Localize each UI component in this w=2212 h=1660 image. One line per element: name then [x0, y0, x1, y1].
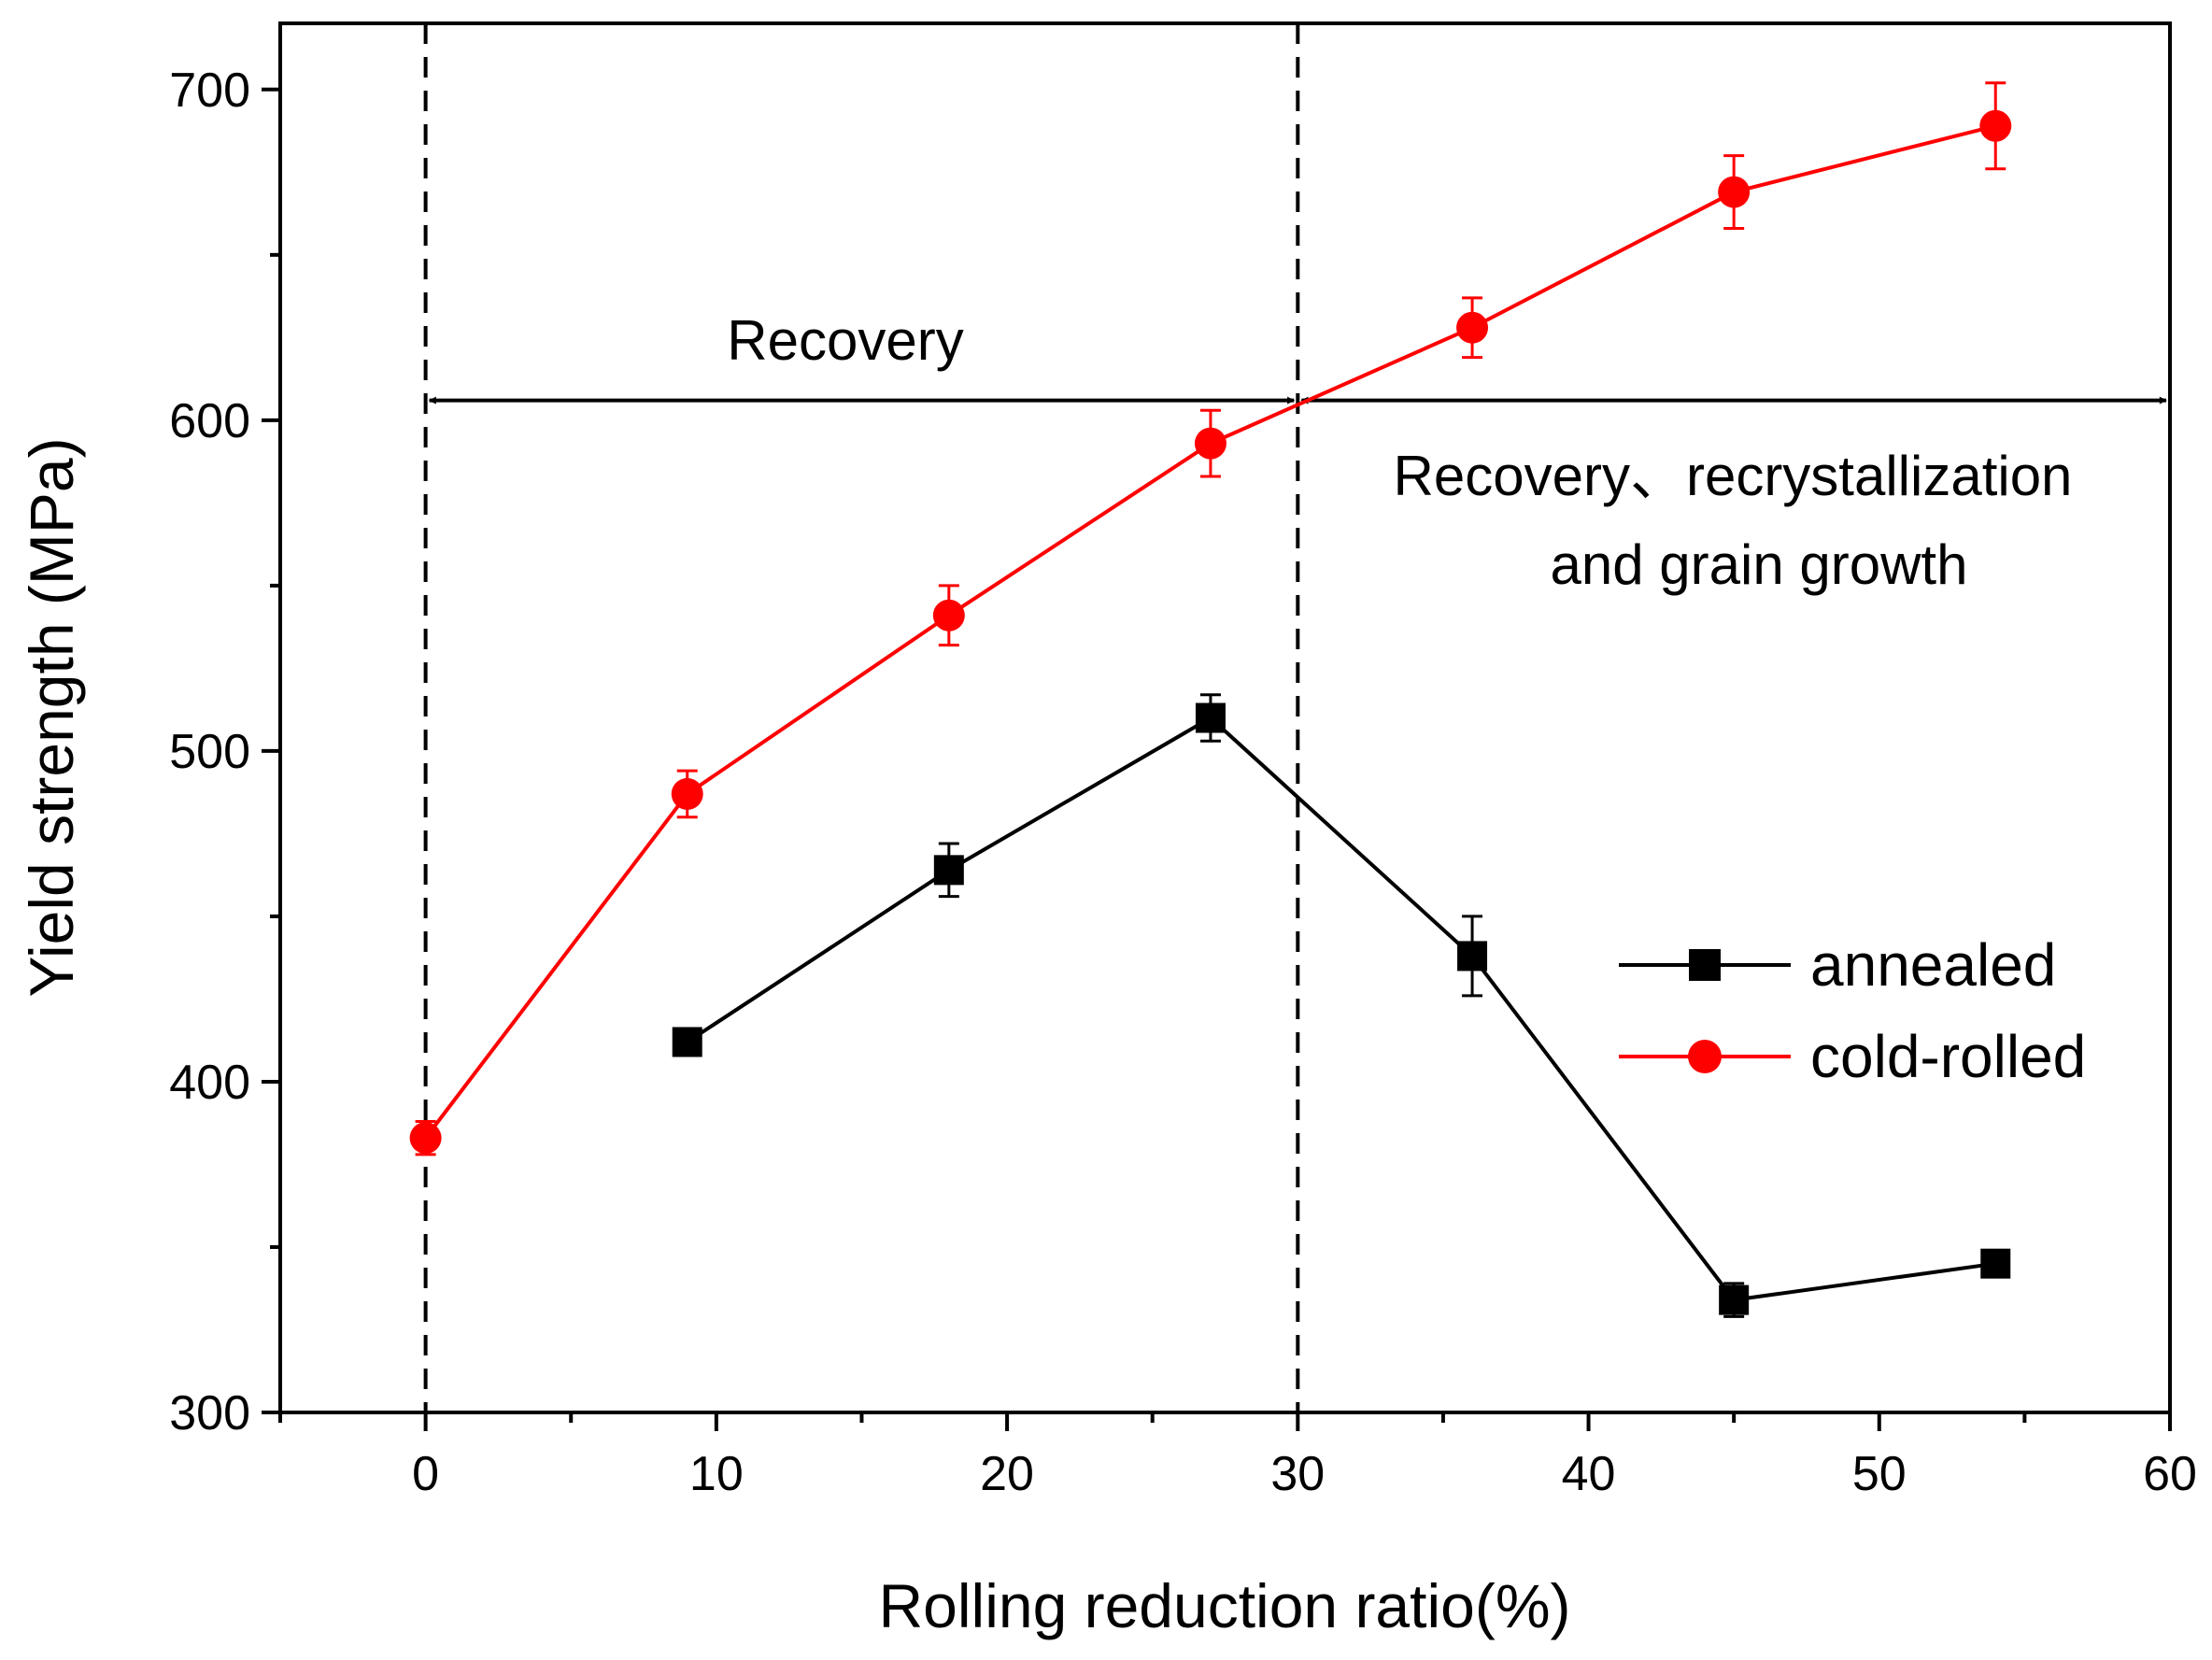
- y-tick-label: 600: [169, 394, 250, 448]
- data-point-annealed: [1719, 1284, 1750, 1315]
- plot-frame: [278, 21, 2172, 1414]
- series-annealed: [672, 693, 2011, 1318]
- data-point-cold-rolled: [1194, 427, 1227, 460]
- data-point-annealed: [1980, 1248, 2011, 1279]
- data-point-annealed: [1195, 702, 1226, 733]
- x-tick-label: 0: [412, 1447, 439, 1501]
- data-point-cold-rolled: [1979, 109, 2012, 142]
- data-point-cold-rolled: [1718, 176, 1751, 208]
- legend-label-annealed: annealed: [1810, 931, 2056, 999]
- data-point-cold-rolled: [409, 1122, 442, 1155]
- x-axis-title: Rolling reduction ratio(%): [879, 1571, 1571, 1640]
- x-tick-label: 40: [1562, 1447, 1616, 1501]
- data-point-annealed: [933, 855, 964, 886]
- y-tick-label: 300: [169, 1386, 250, 1440]
- data-point-annealed: [1457, 941, 1488, 972]
- x-tick-label: 60: [2143, 1447, 2197, 1501]
- legend: annealed cold-rolled: [1619, 931, 2086, 1090]
- legend-marker-annealed: [1689, 949, 1721, 981]
- y-tick-label: 400: [169, 1056, 250, 1110]
- data-point-cold-rolled: [932, 599, 965, 631]
- legend-label-cold-rolled: cold-rolled: [1810, 1023, 2086, 1090]
- x-tick-label: 50: [1852, 1447, 1907, 1501]
- data-point-annealed: [672, 1027, 702, 1057]
- y-tick-label: 700: [169, 64, 250, 118]
- annotation-recovery: Recovery: [727, 309, 963, 372]
- series-line-cold-rolled: [424, 123, 1996, 1140]
- annotation-grain-growth: and grain growth: [1551, 533, 1968, 596]
- series-line-annealed: [686, 716, 1996, 1302]
- annotation-recovery-recrystallization: Recovery、recrystallization: [1394, 445, 2073, 507]
- series-cold-rolled: [409, 81, 2012, 1156]
- x-tick-label: 10: [689, 1447, 744, 1501]
- x-tick-label: 20: [980, 1447, 1034, 1501]
- x-tick-label: 30: [1270, 1447, 1325, 1501]
- y-axis-title: Yield strength (MPa): [17, 437, 86, 997]
- legend-marker-cold-rolled: [1688, 1040, 1722, 1073]
- data-point-cold-rolled: [671, 777, 703, 810]
- y-tick-label: 500: [169, 725, 250, 779]
- data-point-cold-rolled: [1456, 311, 1489, 344]
